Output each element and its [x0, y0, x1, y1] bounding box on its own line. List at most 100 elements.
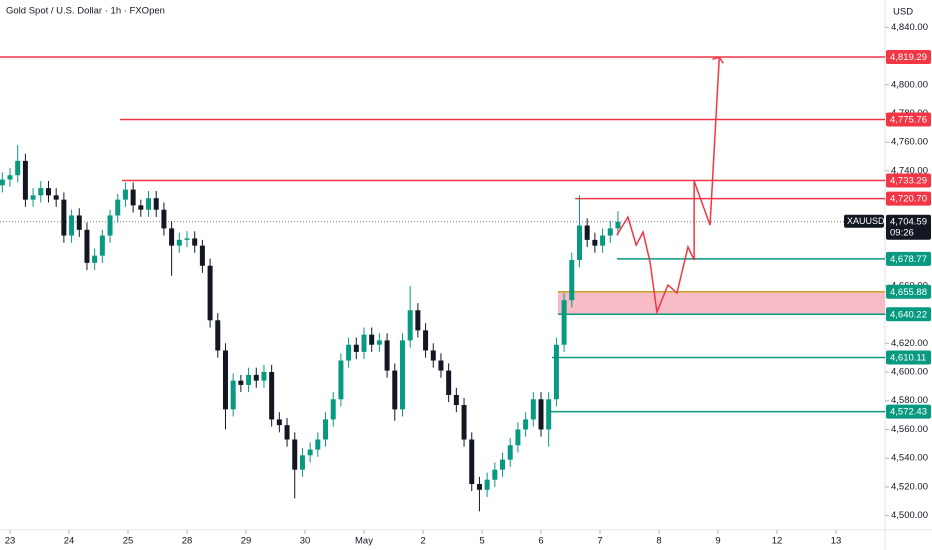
candle-body: [600, 235, 606, 246]
x-tick-label: 8: [656, 536, 661, 547]
x-tick-label: 13: [831, 536, 842, 547]
candle-body: [22, 160, 28, 200]
price-label: 4,819.29: [890, 52, 927, 63]
y-tick-label: 4,800.00: [891, 79, 928, 90]
zone: [557, 291, 885, 315]
candle-body: [453, 394, 459, 406]
candle-body: [107, 215, 113, 236]
candle-body: [530, 399, 536, 420]
x-tick-label: 5: [479, 536, 484, 547]
candle-body: [138, 205, 144, 210]
candle-body: [515, 429, 521, 446]
candle-body: [53, 195, 59, 200]
y-tick-label: 4,520.00: [891, 481, 928, 492]
candle-body: [38, 188, 44, 196]
x-tick-label: 30: [300, 536, 311, 547]
candle-body: [430, 350, 436, 361]
y-tick-label: 4,540.00: [891, 453, 928, 464]
price-label-box: [886, 284, 931, 299]
x-tick-label: 28: [182, 536, 193, 547]
candle-body: [576, 225, 582, 260]
candle-body: [469, 439, 475, 485]
candle-body: [0, 179, 5, 186]
price-label-box: [886, 50, 931, 65]
candle-body: [215, 320, 221, 351]
projection-arrowhead: [712, 56, 724, 64]
candle-body: [61, 199, 67, 236]
candle-body: [238, 380, 244, 385]
candle-body: [392, 370, 398, 410]
candle-body: [607, 228, 613, 236]
candle-body: [130, 189, 136, 206]
price-label-box: [886, 173, 931, 188]
candle-body: [261, 372, 267, 381]
candle-body: [346, 344, 352, 361]
candle-body: [176, 239, 182, 246]
candle-body: [276, 419, 282, 426]
price-label-box: [886, 191, 931, 206]
y-tick-label: 4,560.00: [891, 424, 928, 435]
x-tick-label: 25: [123, 536, 134, 547]
candle-body: [546, 399, 552, 430]
candle-body: [361, 334, 367, 352]
candle-body: [569, 259, 575, 301]
candle-body: [76, 215, 82, 230]
candle-body: [461, 405, 467, 440]
candle-body: [384, 340, 390, 371]
y-tick-label: 4,600.00: [891, 367, 928, 378]
symbol-label: XAUUSD: [847, 216, 885, 226]
candle-body: [269, 372, 275, 420]
current-price-label: 4,704.59: [890, 216, 927, 227]
price-label-box: [886, 251, 931, 266]
x-tick-label: 6: [538, 536, 543, 547]
price-label: 4,733.29: [890, 176, 927, 187]
candle-body: [584, 225, 590, 240]
candle-body: [484, 479, 490, 490]
candle-body: [292, 439, 298, 470]
candle-body: [561, 300, 567, 345]
x-tick-label: 29: [241, 536, 252, 547]
candle-body: [192, 238, 198, 246]
y-tick-label: 4,840.00: [891, 22, 928, 33]
candle-body: [615, 221, 621, 229]
candle-body: [446, 370, 452, 395]
candle-body: [323, 419, 329, 440]
candle-body: [15, 160, 21, 176]
candle-body: [592, 239, 598, 246]
price-label-box: [886, 350, 931, 365]
price-label: 4,775.76: [890, 115, 927, 126]
y-tick-label: 4,580.00: [891, 395, 928, 406]
candle-body: [338, 360, 344, 400]
price-label: 4,655.88: [890, 287, 927, 298]
candle-body: [199, 245, 205, 266]
candle-body: [315, 439, 321, 450]
candle-body: [423, 330, 429, 351]
candle-body: [438, 360, 444, 371]
x-tick-label: 2: [420, 536, 425, 547]
candle-body: [523, 419, 529, 430]
candle-body: [146, 198, 152, 210]
candle-body: [7, 175, 13, 180]
candle-body: [84, 229, 90, 263]
candle-body: [153, 198, 159, 210]
candle-body: [500, 459, 506, 470]
symbol-box: [844, 214, 884, 228]
y-tick-label: 4,620.00: [891, 338, 928, 349]
candle-body: [115, 199, 121, 216]
candle-body: [230, 380, 236, 410]
candle-body: [415, 310, 421, 331]
candle-body: [507, 445, 513, 460]
candle-body: [538, 399, 544, 430]
candle-body: [222, 350, 228, 410]
projection-path: [616, 57, 721, 315]
candle-body: [161, 209, 167, 229]
price-label: 4,678.77: [890, 254, 927, 265]
candle-body: [553, 344, 559, 400]
price-label-box: [886, 404, 931, 419]
x-tick-label: 23: [5, 536, 16, 547]
y-tick-label: 4,760.00: [891, 137, 928, 148]
y-unit: USD: [893, 7, 913, 18]
y-tick-label: 4,740.00: [891, 165, 928, 176]
